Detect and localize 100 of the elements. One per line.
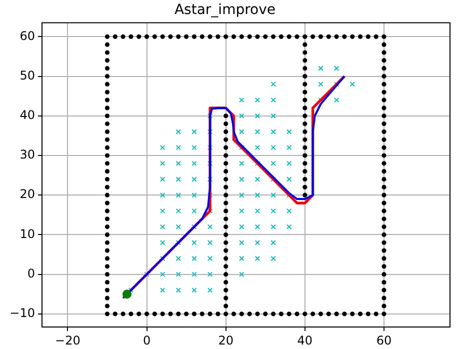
point xyxy=(382,288,386,292)
point xyxy=(128,34,134,39)
point xyxy=(104,208,110,214)
point xyxy=(144,312,150,316)
point xyxy=(224,114,228,118)
point xyxy=(184,312,189,316)
point xyxy=(112,34,118,39)
point xyxy=(208,312,212,316)
point xyxy=(302,129,308,134)
point xyxy=(302,90,308,94)
point xyxy=(104,240,110,245)
x-tick-label: −20 xyxy=(55,333,80,348)
point xyxy=(104,58,110,63)
point xyxy=(224,161,228,166)
x-tick-label: 20 xyxy=(218,333,234,348)
point xyxy=(136,312,142,316)
point xyxy=(350,34,355,39)
point xyxy=(120,34,126,39)
point xyxy=(104,145,110,150)
point xyxy=(104,74,110,79)
point xyxy=(224,176,228,182)
point xyxy=(278,312,284,316)
y-tick-label: 0 xyxy=(27,266,35,280)
point xyxy=(382,106,386,110)
point xyxy=(224,280,228,285)
point xyxy=(104,288,110,292)
point xyxy=(208,34,212,39)
point xyxy=(192,34,197,39)
point xyxy=(382,224,386,230)
point xyxy=(382,192,386,198)
point xyxy=(302,98,308,102)
point xyxy=(224,288,228,292)
point xyxy=(382,176,386,182)
point xyxy=(302,122,308,126)
point xyxy=(302,169,308,174)
point xyxy=(224,145,228,150)
point xyxy=(104,184,110,190)
y-tick-label: 50 xyxy=(20,68,35,82)
point xyxy=(231,34,236,39)
x-tick-label: 0 xyxy=(142,333,151,348)
point xyxy=(224,296,228,300)
point xyxy=(302,161,308,166)
point xyxy=(200,34,204,39)
point xyxy=(278,34,284,39)
point xyxy=(382,129,386,134)
y-tick-label: 20 xyxy=(20,187,35,202)
point xyxy=(104,169,110,174)
y-tick-label: 30 xyxy=(20,148,35,162)
point xyxy=(224,304,228,308)
point xyxy=(104,122,110,126)
point xyxy=(104,137,110,142)
point xyxy=(302,42,308,47)
point xyxy=(104,90,110,94)
point xyxy=(224,122,228,126)
point xyxy=(224,312,228,316)
point xyxy=(366,312,370,316)
point xyxy=(104,224,110,230)
point xyxy=(382,34,386,39)
point xyxy=(104,272,110,277)
y-tick-label: 10 xyxy=(20,226,35,241)
point xyxy=(224,224,228,230)
chart-title: Astar_improve xyxy=(174,2,276,18)
point xyxy=(382,66,386,71)
point xyxy=(224,240,228,245)
point xyxy=(302,106,308,110)
point xyxy=(104,129,110,134)
point xyxy=(302,34,308,39)
point xyxy=(382,169,386,174)
point xyxy=(104,106,110,110)
point xyxy=(382,232,386,238)
point xyxy=(128,312,134,316)
point xyxy=(224,208,228,214)
point xyxy=(216,34,220,39)
point xyxy=(382,264,386,269)
point xyxy=(104,34,110,39)
point xyxy=(184,34,189,39)
point xyxy=(382,248,386,253)
point xyxy=(144,34,150,39)
point xyxy=(224,256,228,261)
point xyxy=(122,290,132,299)
point xyxy=(224,192,228,198)
point xyxy=(104,42,110,47)
point xyxy=(104,232,110,238)
point xyxy=(302,153,308,158)
point xyxy=(224,200,228,206)
point xyxy=(255,312,260,316)
point xyxy=(382,184,386,190)
point xyxy=(382,82,386,86)
point xyxy=(382,98,386,102)
point xyxy=(302,145,308,150)
point xyxy=(382,42,386,47)
point xyxy=(374,312,378,316)
point xyxy=(382,153,386,158)
point xyxy=(382,280,386,285)
point xyxy=(382,208,386,214)
point xyxy=(160,312,165,316)
point xyxy=(224,232,228,238)
point xyxy=(382,200,386,206)
point xyxy=(382,90,386,94)
point xyxy=(224,184,228,190)
